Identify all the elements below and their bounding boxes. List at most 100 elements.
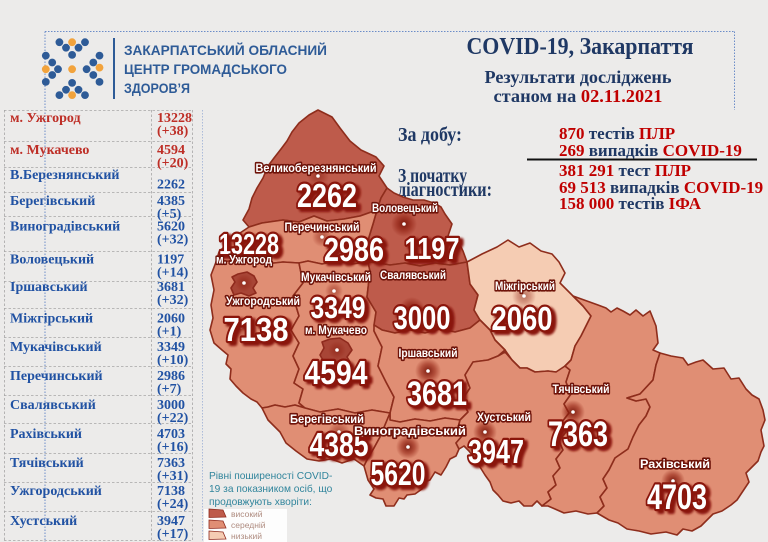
svg-text:(+22): (+22) <box>157 411 189 426</box>
svg-text:Виноградівський: Виноградівський <box>354 424 466 438</box>
svg-text:3681: 3681 <box>407 375 467 413</box>
svg-text:381 291 тест ПЛР: 381 291 тест ПЛР <box>559 161 691 180</box>
svg-text:3947: 3947 <box>471 436 527 473</box>
svg-text:Мукачівський: Мукачівський <box>10 340 102 355</box>
svg-text:Великоберезнянський: Великоберезнянський <box>256 161 377 175</box>
svg-text:(+7): (+7) <box>157 382 182 397</box>
svg-text:69 513 випадків COVID-19: 69 513 випадків COVID-19 <box>559 178 763 197</box>
svg-text:(+32): (+32) <box>157 293 189 308</box>
svg-text:3000: 3000 <box>394 300 451 336</box>
svg-text:В.Березнянський: В.Березнянський <box>10 168 119 183</box>
svg-text:(+31): (+31) <box>157 469 189 484</box>
svg-text:3000: 3000 <box>397 303 454 339</box>
svg-text:Тячівський: Тячівський <box>553 382 610 396</box>
svg-text:Свалявський: Свалявський <box>10 398 96 413</box>
svg-text:Рахівський: Рахівський <box>10 427 82 442</box>
svg-text:З початку: З початку <box>398 166 467 187</box>
svg-text:Виноградівський: Виноградівський <box>10 220 120 235</box>
svg-text:2986: 2986 <box>157 369 185 384</box>
svg-text:За добу:: За добу: <box>398 125 462 146</box>
svg-text:(+10): (+10) <box>157 353 189 368</box>
svg-text:м. Ужгород: м. Ужгород <box>10 111 81 126</box>
svg-text:4703: 4703 <box>647 478 707 517</box>
svg-text:5620: 5620 <box>157 220 185 235</box>
svg-text:Міжгірський: Міжгірський <box>495 279 555 293</box>
svg-text:м. Мукачево: м. Мукачево <box>10 143 89 158</box>
svg-text:5620: 5620 <box>371 455 426 492</box>
svg-text:5620: 5620 <box>374 458 429 495</box>
svg-text:середній: середній <box>231 520 266 530</box>
svg-text:Рівні поширеності COVID-: Рівні поширеності COVID- <box>209 471 332 482</box>
svg-text:діагностики:: діагностики: <box>398 180 492 201</box>
svg-text:(+38): (+38) <box>157 124 189 139</box>
svg-text:4594: 4594 <box>308 357 372 394</box>
svg-text:4385: 4385 <box>310 426 369 463</box>
svg-text:4703: 4703 <box>650 481 710 520</box>
svg-text:2060: 2060 <box>492 300 553 337</box>
svg-text:2986: 2986 <box>327 234 387 271</box>
svg-text:7138: 7138 <box>157 484 185 499</box>
svg-text:(+14): (+14) <box>157 266 189 281</box>
svg-text:3349: 3349 <box>157 340 185 355</box>
svg-text:ЗАКАРПАТСЬКИЙ ОБЛАСНИЙ: ЗАКАРПАТСЬКИЙ ОБЛАСНИЙ <box>124 43 327 58</box>
svg-text:м. Ужгород: м. Ужгород <box>216 253 272 267</box>
svg-text:Ужгородський: Ужгородський <box>10 484 102 499</box>
svg-text:19 за показником осіб, що: 19 за показником осіб, що <box>209 483 333 495</box>
svg-text:3947: 3947 <box>157 514 185 529</box>
svg-text:(+20): (+20) <box>157 156 189 171</box>
svg-text:2060: 2060 <box>495 303 556 340</box>
svg-text:Результати досліджень: Результати досліджень <box>485 67 672 87</box>
svg-text:2986: 2986 <box>324 231 384 268</box>
svg-text:7363: 7363 <box>551 418 611 457</box>
svg-text:низький: низький <box>231 531 262 541</box>
svg-text:Мукачівський: Мукачівський <box>301 270 371 284</box>
svg-text:(+5): (+5) <box>157 207 182 222</box>
svg-text:Перечинський: Перечинський <box>10 369 103 384</box>
svg-text:13228: 13228 <box>157 111 192 126</box>
svg-text:7363: 7363 <box>548 415 608 454</box>
svg-text:Хустський: Хустський <box>477 410 531 424</box>
svg-text:3349: 3349 <box>311 290 366 325</box>
svg-text:Тячівський: Тячівський <box>10 456 84 471</box>
svg-text:Ужгородський: Ужгородський <box>226 294 300 308</box>
svg-text:Хустський: Хустський <box>10 514 77 529</box>
svg-text:(+32): (+32) <box>157 233 189 248</box>
svg-text:Берегівський: Берегівський <box>290 412 364 426</box>
svg-text:269 випадків COVID-19: 269 випадків COVID-19 <box>559 141 742 160</box>
svg-text:3349: 3349 <box>314 293 369 328</box>
svg-text:870 тестів ПЛР: 870 тестів ПЛР <box>559 124 675 143</box>
svg-text:Іршавський: Іршавський <box>399 346 458 360</box>
svg-text:Воловецький: Воловецький <box>10 253 94 268</box>
svg-text:Рахівський: Рахівський <box>640 457 710 471</box>
svg-text:4594: 4594 <box>157 143 185 158</box>
svg-text:ЗДОРОВ’Я: ЗДОРОВ’Я <box>124 81 190 96</box>
svg-text:Воловецький: Воловецький <box>372 201 438 215</box>
svg-text:13228: 13228 <box>219 229 279 261</box>
svg-text:7138: 7138 <box>224 311 289 348</box>
svg-text:Іршавський: Іршавський <box>10 280 88 295</box>
svg-text:високий: високий <box>231 509 263 519</box>
svg-text:м. Мукачево: м. Мукачево <box>305 323 367 337</box>
svg-text:(+24): (+24) <box>157 497 189 512</box>
svg-text:1197: 1197 <box>408 234 463 269</box>
svg-text:3000: 3000 <box>157 398 185 413</box>
svg-text:продовжують хворіти:: продовжують хворіти: <box>209 497 312 508</box>
svg-text:ЦЕНТР ГРОМАДСЬКОГО: ЦЕНТР ГРОМАДСЬКОГО <box>124 62 287 77</box>
svg-text:3681: 3681 <box>157 280 185 295</box>
svg-text:Перечинський: Перечинський <box>285 220 360 234</box>
svg-text:станом на 02.11.2021: станом на 02.11.2021 <box>494 86 663 106</box>
svg-text:1197: 1197 <box>157 253 184 268</box>
svg-text:COVID-19, Закарпаття: COVID-19, Закарпаття <box>467 34 694 60</box>
svg-text:4703: 4703 <box>157 427 185 442</box>
svg-text:Берегівський: Берегівський <box>10 194 95 209</box>
svg-text:4385: 4385 <box>157 194 185 209</box>
svg-text:Міжгірський: Міжгірський <box>10 312 93 327</box>
svg-text:4594: 4594 <box>305 354 369 391</box>
svg-text:Свалявський: Свалявський <box>380 268 446 282</box>
svg-text:2060: 2060 <box>157 312 185 327</box>
svg-text:4385: 4385 <box>313 429 372 466</box>
svg-text:(+16): (+16) <box>157 440 189 455</box>
svg-text:13228: 13228 <box>222 232 282 264</box>
svg-text:(+17): (+17) <box>157 527 189 542</box>
svg-text:1197: 1197 <box>405 231 460 266</box>
